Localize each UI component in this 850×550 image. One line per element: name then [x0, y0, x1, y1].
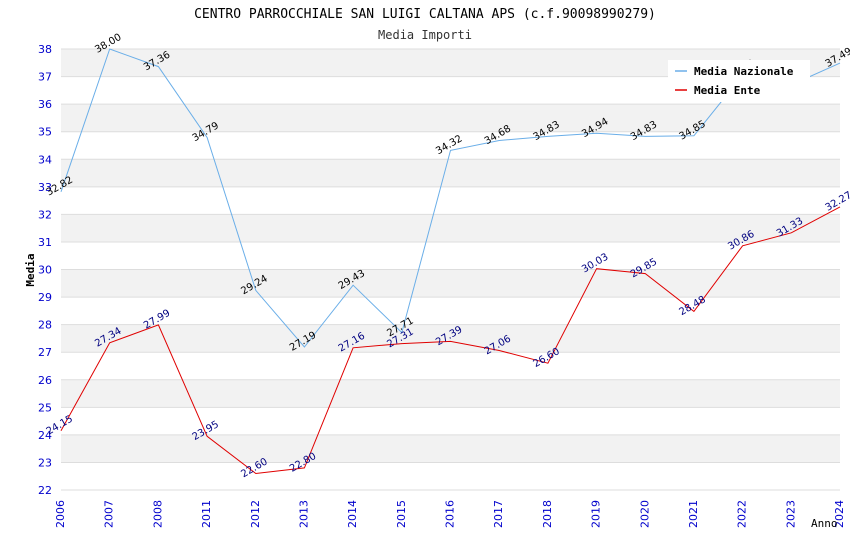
y-tick-label: 25	[38, 401, 52, 414]
x-tick-label: 2020	[638, 500, 651, 528]
series-line-1	[60, 206, 841, 475]
grid-band	[61, 379, 840, 408]
grid-band	[61, 214, 840, 242]
series-line-0	[60, 48, 841, 348]
grid-band	[61, 324, 840, 353]
grid-band	[61, 269, 840, 298]
y-tick-label: 26	[38, 374, 52, 387]
x-tick-label: 2006	[54, 500, 67, 528]
y-tick-label: 30	[38, 264, 52, 277]
y-tick-label: 34	[38, 153, 52, 166]
x-tick-label: 2021	[687, 500, 700, 528]
y-tick-label: 32	[38, 208, 52, 221]
grid-band	[61, 159, 840, 187]
chart-subtitle: Media Importi	[378, 28, 472, 42]
data-label: 28.48	[678, 294, 708, 318]
x-tick-label: 2011	[200, 500, 213, 528]
legend-label-naz: Media Nazionale	[694, 65, 794, 78]
x-tick-label: 2007	[103, 500, 116, 528]
x-tick-label: 2013	[297, 500, 310, 528]
grid-bands	[61, 49, 840, 463]
chart-title: CENTRO PARROCCHIALE SAN LUIGI CALTANA AP…	[194, 7, 656, 22]
x-axis-ticks: 2006 2007 2008 2011 2012 2013 2014 2015 2016 2017…	[54, 500, 846, 528]
x-tick-label: 2023	[784, 500, 797, 528]
y-tick-label: 22	[38, 484, 52, 497]
y-tick-label: 23	[38, 456, 52, 469]
y-tick-label: 35	[38, 126, 52, 139]
data-label: 32.27	[824, 190, 850, 214]
x-tick-label: 2012	[249, 500, 262, 528]
legend-box	[668, 60, 810, 102]
x-tick-label: 2018	[541, 500, 554, 528]
x-tick-label: 2015	[395, 500, 408, 528]
x-tick-label: 2024	[833, 500, 846, 528]
y-tick-label: 29	[38, 291, 52, 304]
y-tick-label: 27	[38, 346, 52, 359]
y-tick-label: 37	[38, 71, 52, 84]
grid-band	[61, 434, 840, 463]
y-tick-label: 31	[38, 236, 52, 249]
data-label: 24.15	[45, 414, 75, 438]
x-tick-label: 2017	[492, 500, 505, 528]
x-tick-label: 2022	[736, 500, 749, 528]
y-tick-label: 28	[38, 319, 52, 332]
x-axis-label: Anno	[811, 517, 838, 530]
y-tick-label: 33	[38, 181, 52, 194]
series-lines	[60, 48, 841, 475]
y-axis-ticks: 22 23 24 25 26 27 28 29 30 31 32 33 34 35 36 37 38	[38, 43, 52, 497]
y-axis-label: Media	[24, 253, 37, 286]
y-tick-label: 24	[38, 429, 52, 442]
legend-label-ente: Media Ente	[694, 84, 761, 97]
legend: Media Nazionale Media Ente	[668, 60, 810, 102]
x-tick-label: 2008	[151, 500, 164, 528]
x-tick-label: 2019	[590, 500, 603, 528]
y-tick-label: 36	[38, 98, 52, 111]
x-tick-label: 2016	[444, 500, 457, 528]
y-tick-label: 38	[38, 43, 52, 56]
grid-band	[61, 104, 840, 132]
x-tick-label: 2014	[346, 500, 359, 528]
data-label: 32.82	[45, 175, 75, 199]
